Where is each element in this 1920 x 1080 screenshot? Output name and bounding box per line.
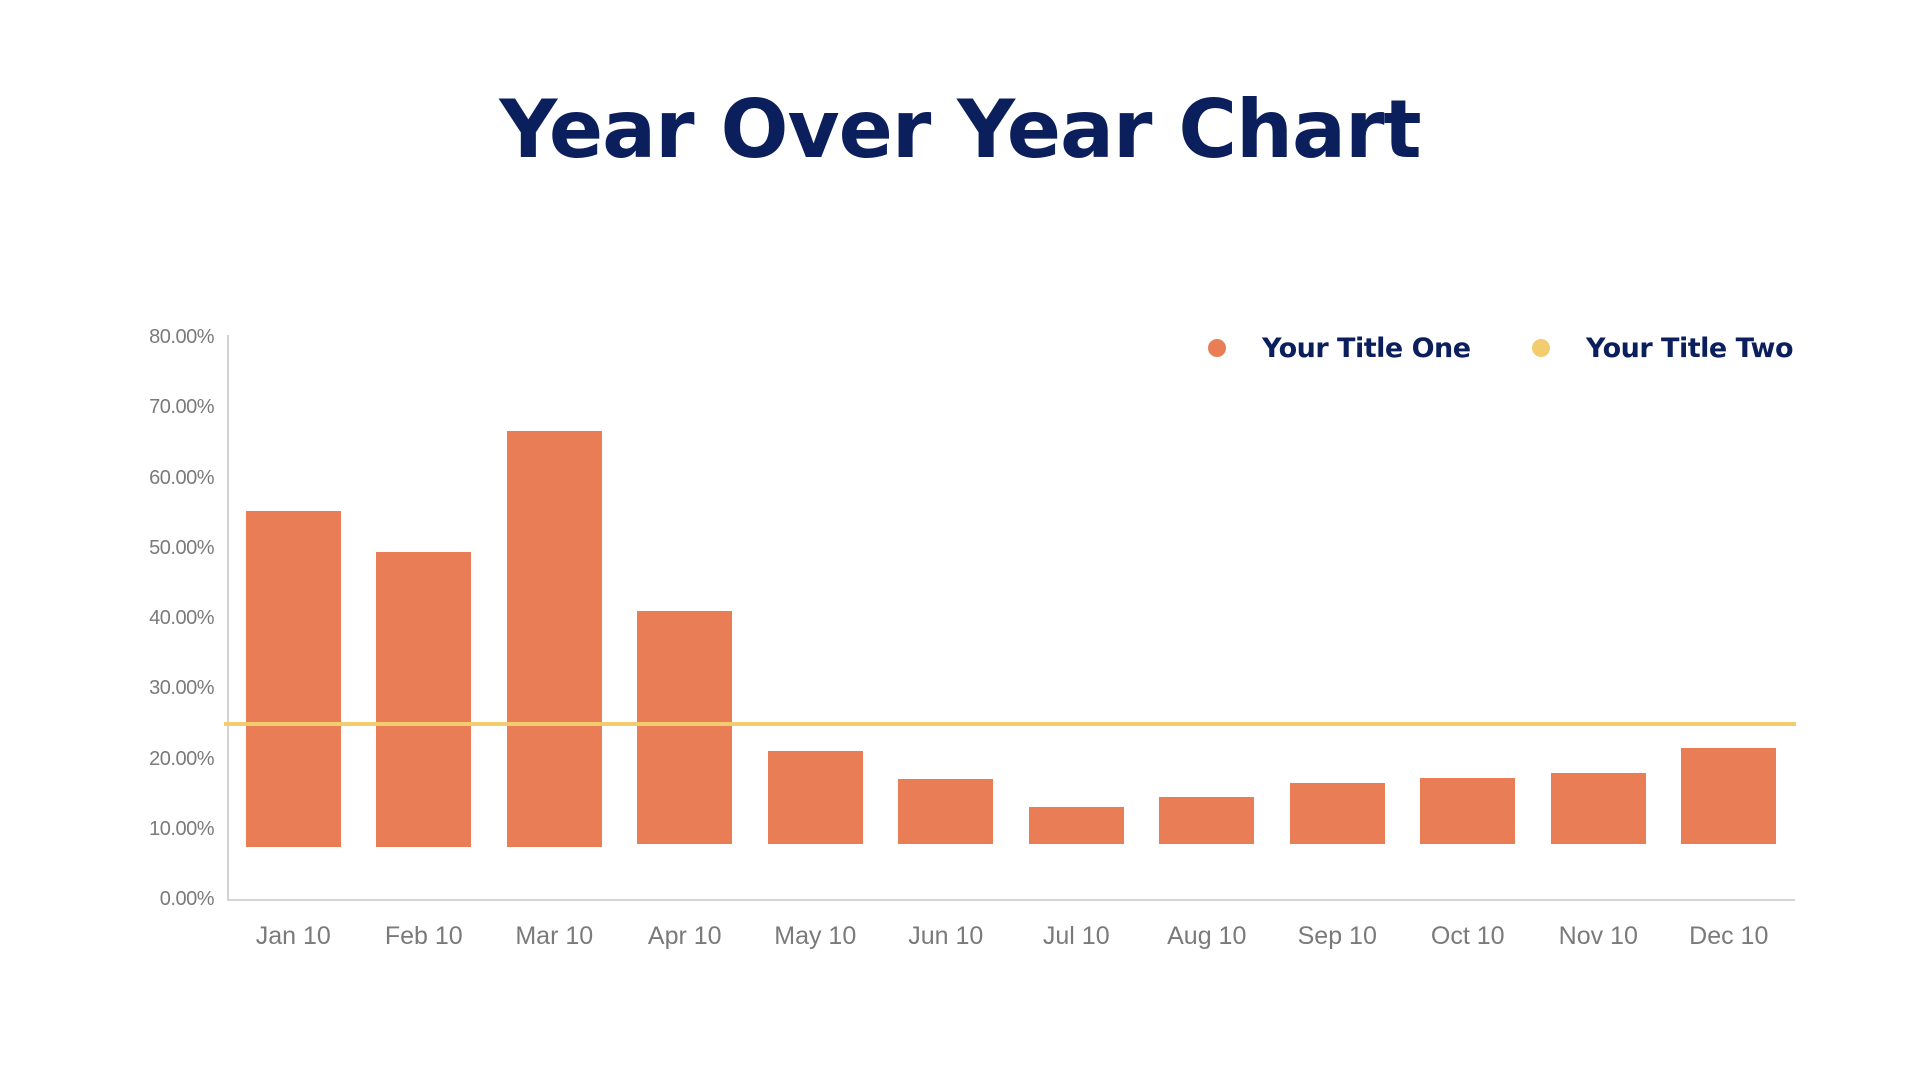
x-tick-label: Mar 10: [515, 922, 594, 950]
y-tick-label: 0.00%: [159, 888, 215, 910]
y-tick-label: 60.00%: [149, 466, 214, 489]
bar-oct-10: [1420, 777, 1516, 845]
series-two-line: [224, 721, 1796, 726]
x-tick-label: Aug 10: [1167, 922, 1247, 950]
y-axis-line: [227, 335, 229, 901]
bar-mar-10: [506, 430, 602, 848]
chart-title: Year Over Year Chart: [499, 83, 1421, 176]
circle-dot-icon: [1208, 339, 1226, 357]
y-tick-label: 10.00%: [149, 817, 214, 840]
bar-jul-10: [1028, 806, 1124, 845]
bar-apr-10: [637, 611, 733, 845]
bar-aug-10: [1159, 796, 1255, 845]
x-tick-label: Apr 10: [647, 922, 722, 950]
bar-nov-10: [1550, 772, 1646, 845]
x-tick-label: May 10: [774, 922, 857, 950]
x-axis-line: [227, 899, 1795, 901]
x-tick-label: Sep 10: [1297, 922, 1377, 950]
bar-jan-10: [245, 510, 341, 848]
x-tick-label: Nov 10: [1558, 922, 1638, 950]
x-tick-label: Jan 10: [255, 922, 331, 950]
y-tick-label: 50.00%: [149, 536, 214, 559]
x-tick-label: Dec 10: [1689, 922, 1769, 950]
bar-may-10: [767, 751, 863, 845]
y-tick-label: 80.00%: [149, 326, 214, 348]
legend-item-series-two: Your Title Two: [1532, 330, 1794, 366]
legend-label: Your Title Two: [1586, 332, 1794, 364]
bar-sep-10: [1289, 782, 1385, 845]
bar-feb-10: [376, 552, 472, 848]
x-tick-label: Jun 10: [908, 922, 984, 950]
legend-label: Your Title One: [1262, 332, 1471, 364]
bar-jun-10: [898, 779, 994, 845]
x-tick-label: Jul 10: [1042, 922, 1110, 950]
circle-dot-icon: [1532, 339, 1550, 357]
y-tick-label: 30.00%: [149, 677, 214, 700]
legend-item-series-one: Your Title One: [1208, 330, 1471, 366]
x-tick-label: Oct 10: [1430, 922, 1505, 950]
x-tick-label: Feb 10: [384, 922, 463, 950]
y-tick-label: 70.00%: [149, 396, 214, 419]
y-tick-label: 40.00%: [149, 607, 214, 629]
y-tick-label: 20.00%: [149, 747, 214, 770]
bar-dec-10: [1681, 748, 1777, 845]
